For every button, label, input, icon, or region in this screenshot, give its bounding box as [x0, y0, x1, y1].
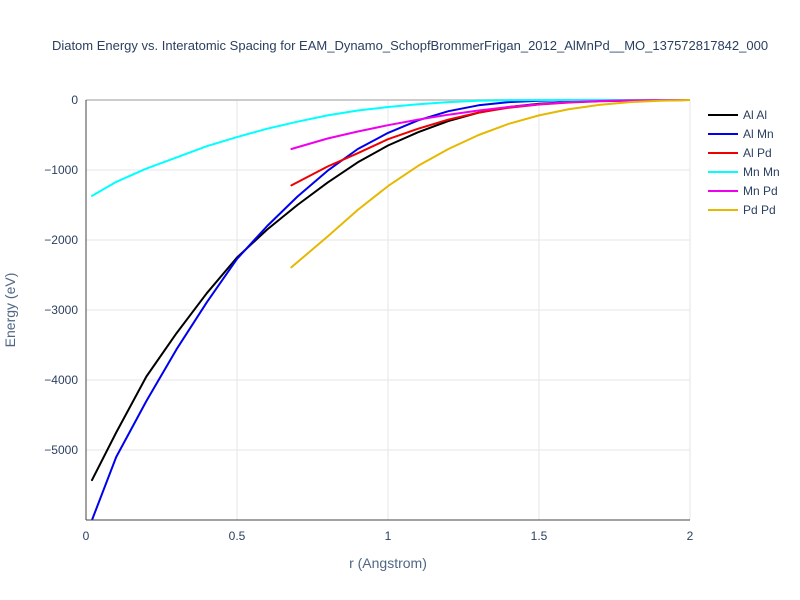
x-tick-label: 0.5 — [229, 529, 246, 543]
x-tick-label: 2 — [687, 529, 694, 543]
series-line-pd-pd — [290, 99, 690, 269]
x-tick-label: 1 — [385, 529, 392, 543]
y-axis-title: Energy (eV) — [2, 273, 18, 348]
x-axis-title: r (Angstrom) — [349, 555, 427, 571]
legend-label: Mn Pd — [743, 184, 778, 198]
chart-title: Diatom Energy vs. Interatomic Spacing fo… — [52, 38, 768, 53]
x-tick-label: 0 — [83, 529, 90, 543]
series-clip-group — [91, 99, 690, 520]
y-tick-label: −4000 — [44, 373, 78, 387]
series-line-mn-pd — [290, 99, 690, 150]
legend-label: Al Mn — [743, 127, 774, 141]
y-tick-label: 0 — [71, 93, 78, 107]
grid-lines — [86, 99, 691, 520]
legend-label: Al Pd — [743, 146, 772, 160]
axes: 0 0.5 1 1.5 2 0 −1000 −2000 −3000 −4000 −5000 — [44, 93, 693, 543]
series-lines — [91, 99, 690, 520]
series-line-mn-mn — [91, 99, 690, 197]
x-tick-label: 1.5 — [531, 529, 548, 543]
y-tick-label: −1000 — [44, 163, 78, 177]
y-tick-label: −5000 — [44, 443, 78, 457]
legend-label: Al Al — [743, 108, 767, 122]
legend-label: Mn Mn — [743, 165, 780, 179]
plot-area: 0 0.5 1 1.5 2 0 −1000 −2000 −3000 −4000 −5000 — [44, 93, 693, 543]
y-tick-label: −3000 — [44, 303, 78, 317]
y-tick-label: −2000 — [44, 233, 78, 247]
legend-label: Pd Pd — [743, 203, 776, 217]
legend: Al Al Al Mn Al Pd Mn Mn Mn Pd Pd Pd — [708, 108, 780, 217]
